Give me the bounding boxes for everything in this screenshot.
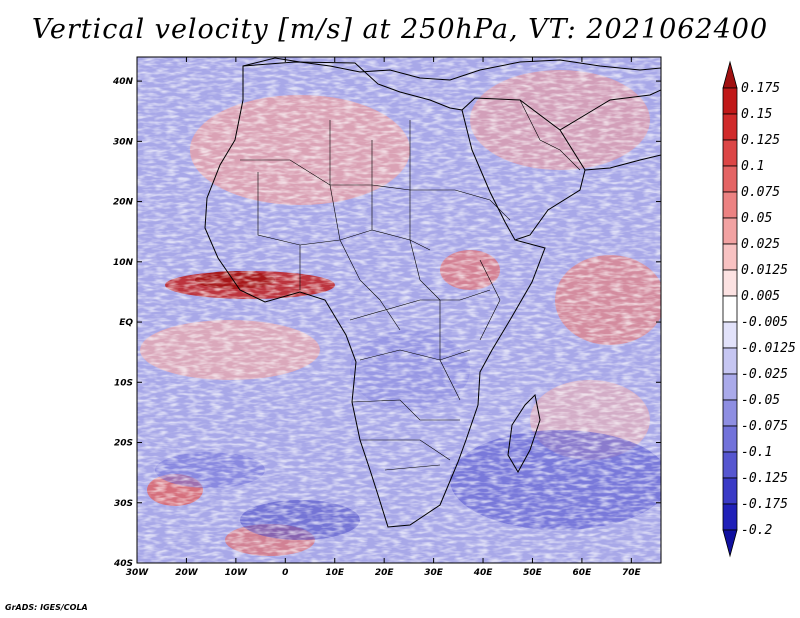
lon-tick-label: 20E bbox=[375, 568, 395, 578]
lon-tick-label: 30E bbox=[424, 568, 444, 578]
colorbar-level-label: 0.075 bbox=[741, 185, 780, 200]
colorbar-level-label: -0.0125 bbox=[741, 341, 796, 356]
colorbar: 0.175 0.15 0.125 0.1 0.075 0.05 0.025 0.0125 0.0… bbox=[722, 60, 796, 558]
colorbar-level-label: -0.1 bbox=[741, 445, 772, 460]
madagascar bbox=[507, 393, 541, 474]
colorbar-swatch bbox=[722, 529, 738, 558]
colorbar-swatch bbox=[722, 243, 738, 271]
lon-tick-label: 70E bbox=[622, 568, 642, 578]
colorbar-swatch bbox=[722, 165, 738, 193]
colorbar-swatch bbox=[722, 425, 738, 453]
lat-tick-label: 40S bbox=[113, 559, 133, 569]
longitude-axis: 30W 20W 10W 0 10E 20E 30E 40E 50E 60E 70E bbox=[126, 57, 642, 578]
lat-tick-label: 20S bbox=[114, 439, 133, 449]
colorbar-level-label: -0.025 bbox=[741, 367, 788, 382]
colorbar-level-label: -0.075 bbox=[741, 419, 788, 434]
lat-tick-label: 40N bbox=[112, 77, 134, 87]
colorbar-level-label: -0.2 bbox=[741, 523, 772, 538]
colorbar-level-label: -0.175 bbox=[741, 497, 788, 512]
lat-tick-label: EQ bbox=[119, 318, 133, 328]
mediterranean-coast bbox=[242, 57, 661, 81]
coastlines bbox=[204, 57, 661, 528]
latitude-axis: 40N 30N 20N 10N EQ 10S 20S 30S 40S bbox=[112, 77, 661, 569]
country-borders bbox=[240, 99, 581, 471]
plot-frame bbox=[136, 56, 662, 564]
persian-gulf bbox=[559, 89, 661, 131]
colorbar-level-label: 0.1 bbox=[741, 159, 764, 174]
lon-tick-label: 10W bbox=[225, 568, 249, 578]
colorbar-level-label: 0.025 bbox=[741, 237, 780, 252]
lon-tick-label: 0 bbox=[282, 568, 288, 578]
colorbar-level-label: 0.125 bbox=[741, 133, 780, 148]
lat-tick-label: 10S bbox=[114, 378, 133, 388]
africa-coastline bbox=[204, 61, 546, 528]
colorbar-swatch bbox=[722, 113, 738, 141]
colorbar-swatch bbox=[722, 321, 738, 349]
lat-tick-label: 20N bbox=[113, 198, 134, 208]
velocity-field bbox=[137, 57, 661, 563]
colorbar-swatch bbox=[722, 60, 738, 89]
colorbar-swatch bbox=[722, 451, 738, 479]
colorbar-swatch bbox=[722, 347, 738, 375]
colorbar-level-label: -0.125 bbox=[741, 471, 788, 486]
colorbar-swatch bbox=[722, 399, 738, 427]
colorbar-swatch bbox=[722, 87, 738, 115]
lon-tick-label: 30W bbox=[126, 568, 150, 578]
colorbar-level-label: -0.005 bbox=[741, 315, 788, 330]
colorbar-swatch bbox=[722, 373, 738, 401]
lon-tick-label: 20W bbox=[175, 568, 199, 578]
lon-tick-label: 10E bbox=[325, 568, 345, 578]
lat-tick-label: 30N bbox=[113, 137, 134, 147]
colorbar-swatch bbox=[722, 191, 738, 219]
colorbar-level-label: 0.175 bbox=[741, 81, 780, 96]
lon-tick-label: 50E bbox=[523, 568, 543, 578]
lon-tick-label: 60E bbox=[573, 568, 593, 578]
lat-tick-label: 10N bbox=[113, 258, 134, 268]
lon-tick-label: 40E bbox=[473, 568, 494, 578]
colorbar-swatch bbox=[722, 217, 738, 245]
colorbar-level-label: 0.15 bbox=[741, 107, 772, 122]
colorbar-level-label: 0.05 bbox=[741, 211, 772, 226]
colorbar-swatch bbox=[722, 295, 738, 323]
colorbar-swatch bbox=[722, 139, 738, 167]
lat-tick-label: 30S bbox=[114, 499, 133, 509]
colorbar-level-label: 0.0125 bbox=[741, 263, 788, 278]
colorbar-swatch bbox=[722, 269, 738, 297]
colorbar-level-label: 0.005 bbox=[741, 289, 780, 304]
colorbar-swatch bbox=[722, 477, 738, 505]
map-title: Vertical velocity [m/s] at 250hPa, VT: 2… bbox=[31, 14, 769, 45]
footer-credit: GrADS: IGES/COLA bbox=[5, 603, 88, 612]
arabian-sea-coast bbox=[584, 154, 661, 171]
colorbar-level-label: -0.05 bbox=[741, 393, 780, 408]
colorbar-swatch bbox=[722, 503, 738, 531]
